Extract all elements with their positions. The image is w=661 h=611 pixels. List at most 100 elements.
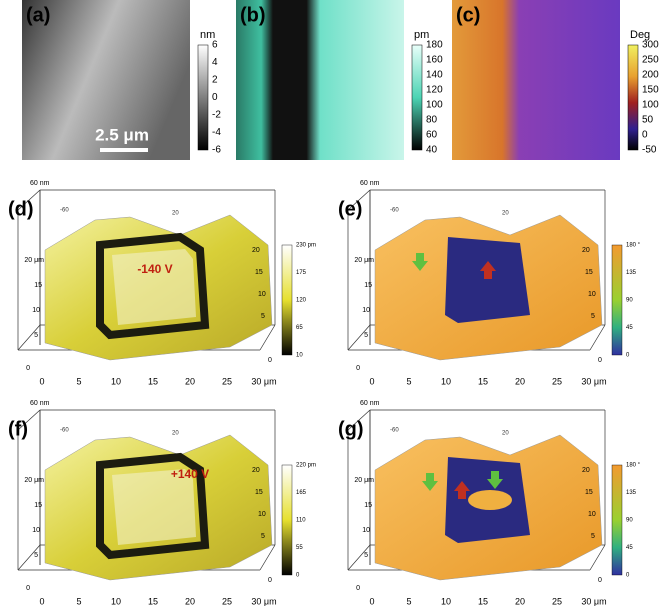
colorbar-tick-label: 220 pm [296, 463, 316, 469]
z-axis-label: 60 nm [30, 400, 50, 407]
box-edge [347, 324, 371, 351]
y-tick-label-right: 15 [255, 489, 263, 496]
y-tick-label-right: 5 [591, 533, 595, 540]
surface-panel: (g) 60 nm -60 20 0 5 10 15 20 25 30 μm 20 μm 15 10 5 0 2… [338, 400, 641, 607]
y-tick-label: 20 μm [354, 257, 374, 264]
scale-bar [100, 148, 148, 152]
x-tick-label: 30 μm [581, 376, 606, 386]
y-tick-label: 10 [32, 307, 40, 314]
back-tick-label: -60 [60, 428, 69, 434]
voltage-annotation: +140 V [171, 467, 209, 481]
x-tick-label: 10 [111, 596, 121, 606]
y-tick-label: 5 [34, 332, 38, 339]
y-tick-label-right: 15 [585, 269, 593, 276]
colorbar [197, 44, 209, 151]
colorbar-tick-label: 175 [296, 270, 307, 276]
y-tick-label-right: 0 [268, 577, 272, 584]
colorbar-tick-label: 90 [626, 518, 633, 524]
y-tick-label-right: 15 [255, 269, 263, 276]
x-tick-label: 10 [441, 376, 451, 386]
panel-label: (c) [456, 4, 480, 26]
afm-image [236, 0, 404, 160]
box-edge [17, 189, 41, 211]
panel-label: (d) [8, 198, 34, 220]
y-tick-label: 20 μm [24, 477, 44, 484]
colorbar-unit: pm [414, 29, 429, 41]
colorbar-tick-label: 230 pm [296, 243, 316, 249]
colorbar-tick-label: 180 ° [626, 463, 641, 469]
back-tick-label: 20 [172, 211, 179, 217]
colorbar-tick-label: 120 [296, 298, 307, 304]
z-axis-label: 60 nm [30, 180, 50, 187]
y-tick-label: 15 [34, 282, 42, 289]
y-tick-label-right: 20 [252, 467, 260, 474]
poled-core [112, 469, 196, 545]
y-tick-label-right: 0 [268, 357, 272, 364]
colorbar-tick-label: 90 [626, 298, 633, 304]
poled-core [112, 249, 196, 325]
colorbar-unit: nm [200, 29, 215, 41]
x-tick-label: 15 [478, 596, 488, 606]
x-tick-label: 15 [148, 376, 158, 386]
x-tick-label: 25 [552, 596, 562, 606]
colorbar-tick-label: 110 [296, 518, 306, 524]
y-tick-label: 15 [34, 502, 42, 509]
x-tick-label: 0 [39, 376, 44, 386]
y-tick-label: 15 [364, 502, 372, 509]
poled-region [445, 237, 530, 323]
colorbar [611, 244, 623, 356]
arrow [487, 471, 503, 489]
surface-panel: (f) 60 nm +140 V -60 20 0 5 10 15 20 25 30 μm 20 μm 1… [8, 400, 316, 607]
colorbar-tick-label: 200 [642, 70, 659, 81]
colorbar-tick-label: 300 [642, 40, 659, 51]
poled-frame [96, 232, 210, 340]
panel-label: (b) [240, 4, 266, 26]
colorbar-unit: Deg [630, 29, 650, 41]
surface-panel: (e) 60 nm -60 20 0 5 10 15 20 25 30 μm 20 μm 15 10 5 0 2… [338, 180, 641, 387]
colorbar-tick-label: 0 [626, 573, 630, 579]
y-tick-label-right: 5 [261, 533, 265, 540]
y-tick-label-right: 15 [585, 489, 593, 496]
colorbar-tick-label: 150 [642, 85, 659, 96]
x-tick-label: 10 [441, 596, 451, 606]
box-edge [347, 409, 371, 431]
y-tick-label: 5 [34, 552, 38, 559]
y-tick-label: 0 [356, 585, 360, 592]
y-tick-label-right: 10 [258, 291, 266, 298]
x-tick-label: 0 [39, 596, 44, 606]
panel-label: (f) [8, 418, 28, 440]
back-tick-label: 20 [502, 211, 509, 217]
y-tick-label-right: 10 [588, 511, 596, 518]
y-tick-label: 0 [26, 365, 30, 372]
y-tick-label-right: 20 [582, 247, 590, 254]
box-edge [589, 544, 606, 571]
z-axis-label: 60 nm [360, 400, 380, 407]
colorbar-tick-label: 140 [426, 70, 443, 81]
colorbar-tick-label: 0 [642, 130, 648, 141]
voltage-annotation: -140 V [137, 262, 172, 276]
y-tick-label: 0 [356, 365, 360, 372]
colorbar-tick-label: 165 [296, 490, 307, 496]
x-tick-label: 30 μm [251, 596, 276, 606]
colorbar-tick-label: 250 [642, 55, 659, 66]
back-tick-label: -60 [390, 208, 399, 214]
arrow [422, 473, 438, 491]
colorbar [411, 44, 423, 151]
x-tick-label: 5 [406, 376, 411, 386]
back-tick-label: -60 [390, 428, 399, 434]
colorbar-tick-label: 120 [426, 85, 443, 96]
colorbar [281, 464, 293, 576]
poled-frame [96, 452, 210, 560]
back-tick-label: -60 [60, 208, 69, 214]
colorbar-tick-label: 40 [426, 145, 438, 156]
colorbar-tick-label: 0 [626, 353, 630, 359]
colorbar [611, 464, 623, 576]
x-tick-label: 0 [369, 596, 374, 606]
colorbar-tick-label: 6 [212, 40, 218, 51]
x-tick-label: 20 [185, 376, 195, 386]
scale-bar-label: 2.5 μm [95, 125, 149, 144]
panel-label: (g) [338, 418, 364, 440]
y-tick-label: 15 [364, 282, 372, 289]
box-edge [347, 544, 371, 571]
